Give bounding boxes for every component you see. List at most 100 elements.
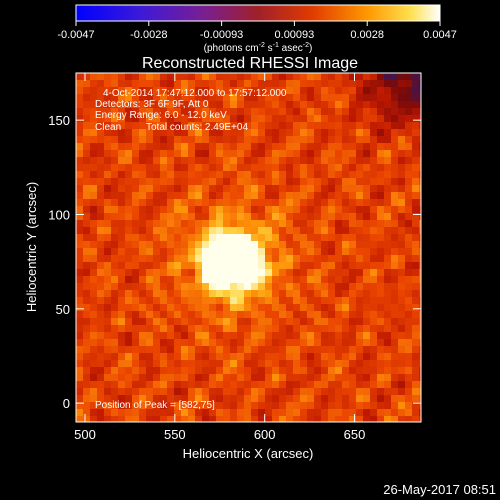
heatmap-cell bbox=[279, 388, 287, 396]
heatmap-cell bbox=[76, 80, 84, 88]
heatmap-cell bbox=[237, 353, 245, 361]
heatmap-cell bbox=[342, 94, 350, 102]
heatmap-cell bbox=[97, 94, 105, 102]
heatmap-cell bbox=[349, 304, 357, 312]
heatmap-cell bbox=[398, 416, 406, 422]
heatmap-cell bbox=[370, 276, 378, 284]
heatmap-cell bbox=[258, 255, 266, 263]
heatmap-cell bbox=[104, 283, 112, 291]
heatmap-cell bbox=[153, 150, 161, 158]
heatmap-cell bbox=[202, 395, 210, 403]
heatmap-cell bbox=[195, 143, 203, 151]
heatmap-cell bbox=[90, 367, 98, 375]
heatmap-cell bbox=[167, 185, 175, 193]
heatmap-cell bbox=[104, 234, 112, 242]
heatmap-cell bbox=[363, 269, 371, 277]
heatmap-cell bbox=[286, 157, 294, 165]
heatmap-cell bbox=[244, 234, 252, 242]
heatmap-cell bbox=[188, 157, 196, 165]
heatmap-cell bbox=[265, 241, 273, 249]
heatmap-cell bbox=[90, 108, 98, 116]
heatmap-cell bbox=[230, 185, 238, 193]
heatmap-cell bbox=[384, 304, 392, 312]
heatmap-cell bbox=[174, 402, 182, 410]
heatmap-cell bbox=[356, 374, 364, 382]
heatmap-cell bbox=[139, 164, 147, 172]
heatmap-cell bbox=[83, 206, 91, 214]
heatmap-cell bbox=[391, 353, 399, 361]
heatmap-cell bbox=[251, 388, 259, 396]
heatmap-cell bbox=[272, 122, 280, 130]
heatmap-cell bbox=[335, 367, 343, 375]
heatmap-cell bbox=[286, 367, 294, 375]
heatmap-cell bbox=[153, 143, 161, 151]
heatmap-cell bbox=[209, 325, 217, 333]
heatmap-cell bbox=[237, 164, 245, 172]
heatmap-cell bbox=[342, 122, 350, 130]
heatmap-cell bbox=[342, 192, 350, 200]
heatmap-cell bbox=[286, 101, 294, 109]
heatmap-cell bbox=[335, 115, 343, 123]
heatmap-cell bbox=[265, 178, 273, 186]
heatmap-cell bbox=[188, 353, 196, 361]
heatmap-cell bbox=[307, 325, 315, 333]
heatmap-cell bbox=[146, 178, 154, 186]
heatmap-cell bbox=[293, 374, 301, 382]
heatmap-cell bbox=[307, 346, 315, 354]
heatmap-cell bbox=[391, 283, 399, 291]
heatmap-cell bbox=[405, 234, 413, 242]
heatmap-cell bbox=[125, 409, 133, 417]
heatmap-cell bbox=[314, 220, 322, 228]
heatmap-cell bbox=[398, 192, 406, 200]
heatmap-cell bbox=[195, 283, 203, 291]
heatmap-cell bbox=[223, 318, 231, 326]
heatmap-cell bbox=[398, 248, 406, 256]
colorbar-tick-label: 0.00093 bbox=[275, 29, 315, 41]
heatmap-cell bbox=[111, 283, 119, 291]
heatmap-cell bbox=[300, 87, 308, 95]
heatmap-cell bbox=[349, 164, 357, 172]
heatmap-cell bbox=[405, 87, 413, 95]
heatmap-cell bbox=[160, 255, 168, 263]
heatmap-cell bbox=[223, 80, 231, 88]
heatmap-cell bbox=[356, 213, 364, 221]
heatmap-cell bbox=[300, 248, 308, 256]
heatmap-cell bbox=[405, 255, 413, 263]
heatmap-cell bbox=[335, 388, 343, 396]
heatmap-cell bbox=[174, 304, 182, 312]
heatmap-cell bbox=[265, 73, 273, 81]
heatmap-cell bbox=[90, 101, 98, 109]
heatmap-cell bbox=[125, 143, 133, 151]
heatmap-cell bbox=[167, 367, 175, 375]
heatmap-cell bbox=[356, 129, 364, 137]
heatmap-cell bbox=[349, 94, 357, 102]
heatmap-cell bbox=[286, 234, 294, 242]
heatmap-cell bbox=[412, 73, 420, 81]
heatmap-cell bbox=[111, 276, 119, 284]
heatmap-cell bbox=[321, 101, 329, 109]
heatmap-cell bbox=[342, 87, 350, 95]
heatmap-cell bbox=[237, 248, 245, 256]
heatmap-cell bbox=[76, 227, 84, 235]
heatmap-cell bbox=[398, 346, 406, 354]
heatmap-cell bbox=[132, 171, 140, 179]
heatmap-cell bbox=[97, 318, 105, 326]
heatmap-cell bbox=[244, 269, 252, 277]
heatmap-cell bbox=[307, 171, 315, 179]
heatmap-cell bbox=[314, 346, 322, 354]
heatmap-cell bbox=[202, 332, 210, 340]
heatmap-cell bbox=[153, 374, 161, 382]
heatmap-cell bbox=[195, 290, 203, 298]
heatmap-cell bbox=[230, 136, 238, 144]
heatmap-cell bbox=[97, 311, 105, 319]
heatmap-cell bbox=[223, 143, 231, 151]
heatmap-cell bbox=[181, 360, 189, 368]
heatmap-cell bbox=[356, 73, 364, 81]
heatmap-cell bbox=[174, 73, 182, 81]
heatmap-cell bbox=[223, 416, 231, 422]
heatmap-cell bbox=[377, 192, 385, 200]
heatmap-cell bbox=[202, 367, 210, 375]
heatmap-cell bbox=[342, 374, 350, 382]
heatmap-cell bbox=[419, 87, 421, 95]
heatmap-cell bbox=[328, 122, 336, 130]
